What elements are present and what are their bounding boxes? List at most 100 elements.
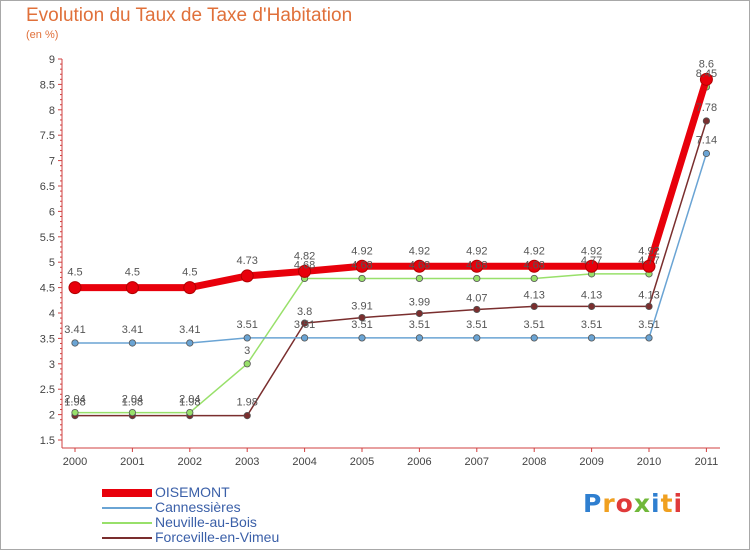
series-line-0 xyxy=(75,78,710,292)
chart-subtitle: (en %) xyxy=(26,29,59,41)
y-tick-label: 5.5 xyxy=(40,232,55,244)
data-label: 2.04 xyxy=(122,394,143,406)
data-point xyxy=(473,305,481,314)
data-label: 7.78 xyxy=(696,102,717,114)
x-tick-label: 2008 xyxy=(522,456,546,468)
data-label: 4.13 xyxy=(523,289,544,301)
data-label: 3.99 xyxy=(409,297,430,309)
y-tick-label: 6 xyxy=(49,206,55,218)
series-line-2 xyxy=(75,86,708,414)
chart-title: Evolution du Taux de Taxe d'Habitation xyxy=(26,5,353,26)
data-label: 4.82 xyxy=(294,250,315,262)
y-tick-label: 4.5 xyxy=(40,283,55,295)
data-label: 4.5 xyxy=(67,267,82,279)
data-label: 8.6 xyxy=(699,58,714,70)
y-tick-label: 7.5 xyxy=(40,130,55,142)
data-label: 4.07 xyxy=(466,292,487,304)
series-line-1 xyxy=(75,153,708,344)
data-point xyxy=(699,72,713,86)
y-tick-label: 3 xyxy=(49,359,55,371)
x-tick-label: 2004 xyxy=(292,456,316,468)
data-label: 2.04 xyxy=(179,394,200,406)
data-label: 3.91 xyxy=(351,301,372,313)
data-label: 3.41 xyxy=(64,324,85,336)
data-label: 4.92 xyxy=(409,245,430,257)
legend-label: Cannessières xyxy=(155,499,241,515)
x-tick-label: 2011 xyxy=(695,456,719,468)
data-point xyxy=(412,259,426,273)
legend-item: OISEMONT xyxy=(102,485,362,500)
data-label: 4.5 xyxy=(182,267,197,279)
data-point xyxy=(702,149,711,158)
data-point xyxy=(358,313,366,322)
data-point xyxy=(645,302,653,310)
legend-item: Cannessières xyxy=(102,500,362,515)
y-tick-label: 7 xyxy=(49,156,55,168)
logo-letter: i xyxy=(673,489,684,518)
data-label: 4.77 xyxy=(638,255,659,267)
data-label: 4.92 xyxy=(351,245,372,257)
data-point xyxy=(358,334,366,342)
data-point xyxy=(125,281,139,295)
y-tick-label: 5 xyxy=(49,257,55,269)
data-label: 3.51 xyxy=(466,319,487,331)
data-point xyxy=(415,334,423,342)
logo-letter: x xyxy=(633,489,651,518)
data-label: 1.98 xyxy=(179,397,200,409)
data-point xyxy=(645,334,653,342)
x-tick-label: 2009 xyxy=(579,456,603,468)
data-point xyxy=(585,259,599,273)
legend-swatch xyxy=(102,522,152,524)
data-label: 4.92 xyxy=(581,245,602,257)
data-label: 3.8 xyxy=(297,306,312,318)
x-tick-label: 2007 xyxy=(465,456,489,468)
data-point xyxy=(186,339,194,347)
data-point xyxy=(71,339,79,347)
data-label: 4.5 xyxy=(125,267,140,279)
data-point xyxy=(300,319,309,327)
data-point xyxy=(473,274,481,283)
data-point xyxy=(71,408,79,417)
y-tick-label: 1.5 xyxy=(40,435,55,447)
legend-item: Neuville-au-Bois xyxy=(102,515,362,530)
data-label: 3.51 xyxy=(351,319,372,331)
y-tick-label: 2 xyxy=(49,410,55,422)
x-tick-label: 2001 xyxy=(120,456,144,468)
series-line-3 xyxy=(75,120,708,417)
data-point xyxy=(298,264,312,278)
data-label: 4.68 xyxy=(409,259,430,271)
data-point xyxy=(530,302,538,310)
logo-letter: P xyxy=(583,489,603,518)
data-label: 7.14 xyxy=(696,134,717,146)
data-label: 4.68 xyxy=(523,259,544,271)
data-point xyxy=(355,259,369,273)
y-tick-label: 6.5 xyxy=(40,181,55,193)
chart-legend: OISEMONT Cannessières Neuville-au-Bois Forc… xyxy=(102,485,362,545)
legend-label: Neuville-au-Bois xyxy=(155,514,257,530)
data-label: 4.92 xyxy=(523,245,544,257)
data-label: 3.51 xyxy=(638,319,659,331)
data-label: 4.68 xyxy=(351,259,372,271)
y-tick-label: 3.5 xyxy=(40,333,55,345)
data-label: 3.51 xyxy=(236,319,257,331)
y-tick-label: 2.5 xyxy=(40,384,55,396)
data-point xyxy=(68,281,82,295)
y-tick-label: 9 xyxy=(49,54,55,66)
logo-letter: i xyxy=(651,489,661,518)
data-point xyxy=(587,334,596,342)
data-point xyxy=(183,281,197,295)
data-label: 3.51 xyxy=(523,319,544,331)
x-tick-label: 2003 xyxy=(235,456,259,468)
data-label: 4.13 xyxy=(638,289,659,301)
data-label: 8.45 xyxy=(696,68,717,80)
data-label: 4.13 xyxy=(581,289,602,301)
data-point xyxy=(243,360,251,368)
data-point xyxy=(415,309,423,318)
data-point xyxy=(243,412,251,420)
legend-swatch xyxy=(102,489,152,497)
data-point xyxy=(473,334,481,342)
legend-label: Forceville-en-Vimeu xyxy=(155,529,280,545)
x-tick-label: 2010 xyxy=(637,456,661,468)
data-label: 4.68 xyxy=(294,259,315,271)
